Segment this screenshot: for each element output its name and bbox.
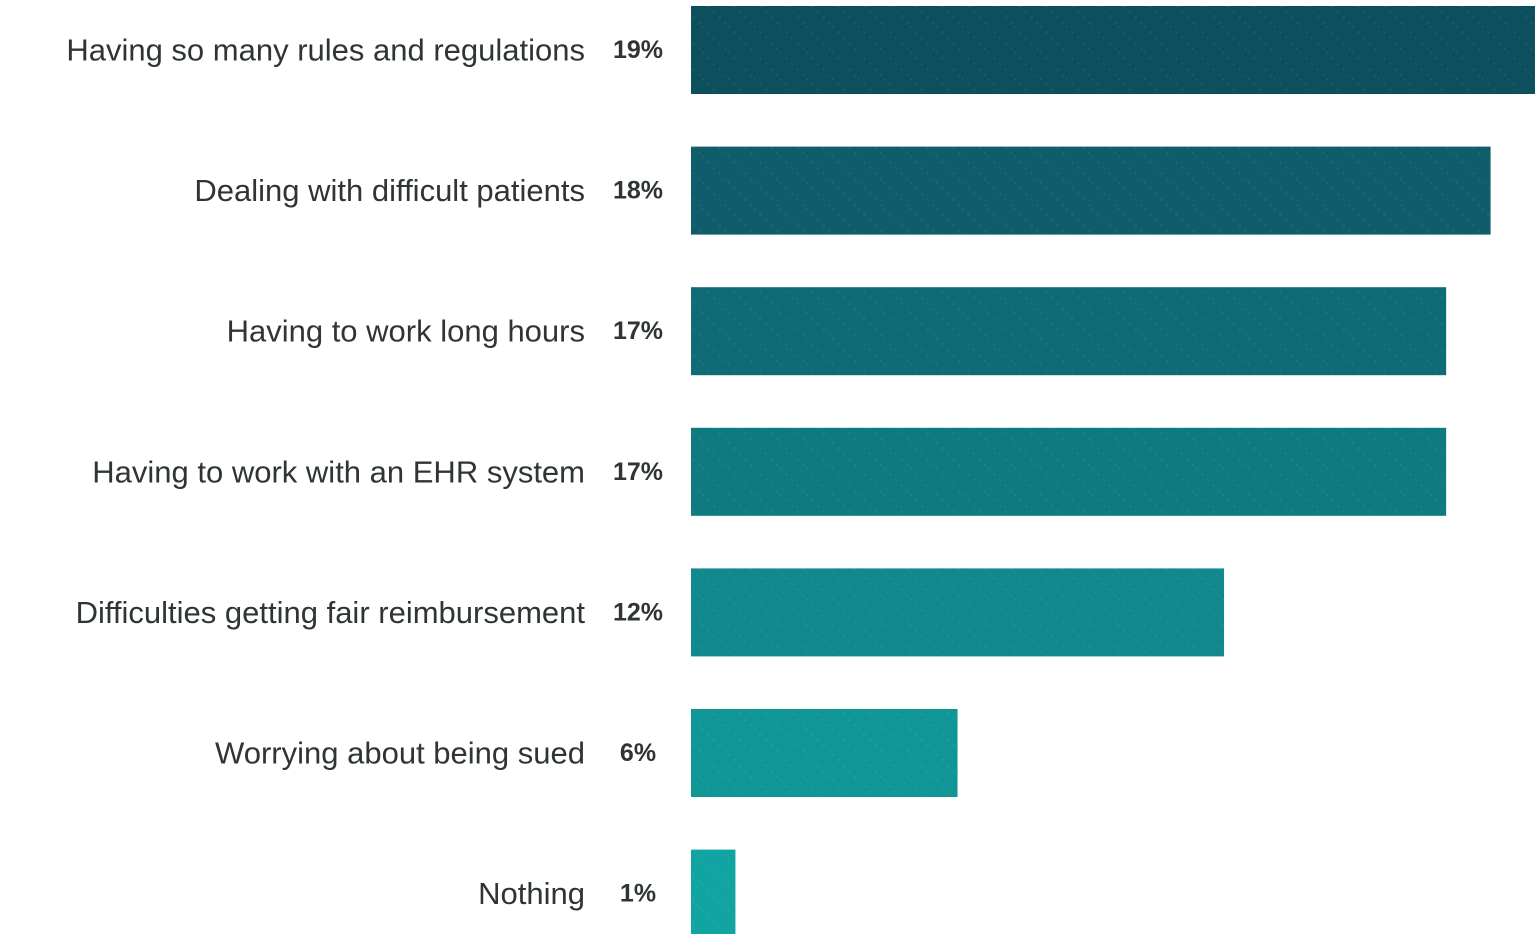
bar-row-rules-regulations: Having so many rules and regulations 19%	[66, 6, 1535, 94]
bar-pattern	[691, 427, 1447, 516]
bar-pattern	[691, 287, 1447, 376]
bar-row-being-sued: Worrying about being sued 6%	[215, 709, 958, 797]
bar-row-ehr-system: Having to work with an EHR system 17%	[92, 427, 1447, 516]
value-label: 19%	[613, 36, 663, 64]
value-label: 12%	[613, 598, 663, 626]
value-label: 6%	[620, 739, 656, 767]
bar-row-nothing: Nothing 1%	[478, 849, 736, 934]
bar-pattern	[691, 6, 1535, 94]
bar-row-difficult-patients: Dealing with difficult patients 18%	[194, 146, 1491, 235]
bar-row-fair-reimbursement: Difficulties getting fair reimbursement …	[76, 568, 1225, 657]
value-label: 1%	[620, 880, 656, 908]
value-label: 17%	[613, 458, 663, 486]
bar-pattern	[691, 568, 1225, 657]
category-label: Difficulties getting fair reimbursement	[76, 595, 586, 630]
bar-row-long-hours: Having to work long hours 17%	[227, 287, 1447, 376]
category-label: Nothing	[478, 876, 585, 911]
category-label: Worrying about being sued	[215, 736, 585, 771]
category-label: Having so many rules and regulations	[66, 33, 585, 68]
category-label: Dealing with difficult patients	[194, 173, 585, 208]
value-label: 17%	[613, 317, 663, 345]
bar-pattern	[691, 146, 1491, 235]
bar-pattern	[691, 849, 736, 934]
category-label: Having to work long hours	[227, 314, 585, 349]
category-label: Having to work with an EHR system	[92, 454, 585, 489]
bar-pattern	[691, 709, 958, 797]
value-label: 18%	[613, 177, 663, 205]
